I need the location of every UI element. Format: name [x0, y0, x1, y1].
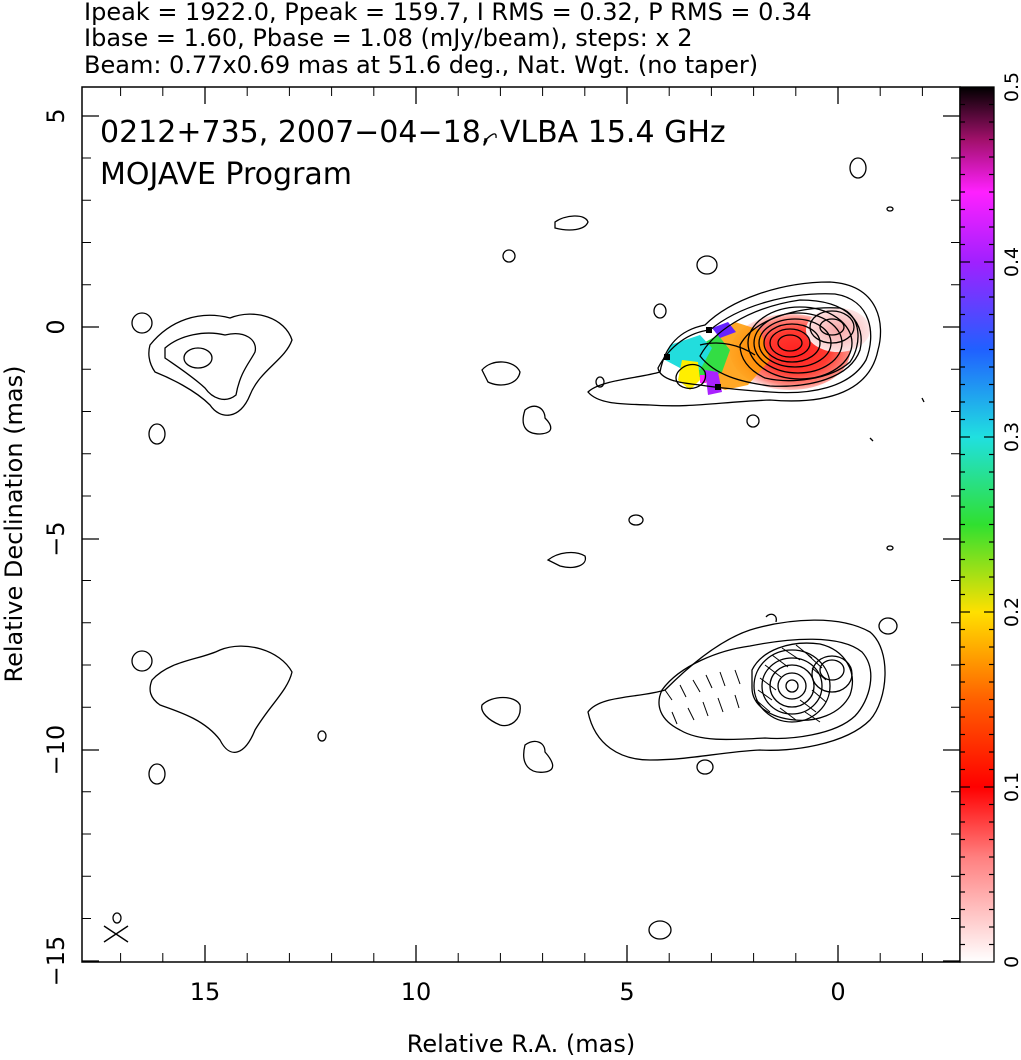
- beam-marker: [103, 925, 129, 943]
- header-line-1: Ipeak = 1922.0, Ppeak = 159.7, I RMS = 0…: [84, 0, 812, 26]
- x-tick-label: 10: [401, 978, 432, 1006]
- plot-frame: [81, 86, 961, 963]
- colorbar-tick-label: 0.2: [1001, 597, 1021, 627]
- x-tick-label: 5: [619, 978, 634, 1006]
- axis-ticks: [82, 87, 960, 962]
- y-tick-label: 0: [42, 319, 70, 334]
- axis-minor-ticks: [82, 87, 960, 962]
- x-tick-label: 0: [830, 978, 845, 1006]
- y-tick-label: −15: [42, 936, 70, 987]
- colorbar-labels: 0 0.1 0.2 0.3 0.4 0.5: [1001, 72, 1021, 968]
- x-axis-label: Relative R.A. (mas): [407, 1030, 635, 1058]
- header-line-2: Ibase = 1.60, Pbase = 1.08 (mJy/beam), s…: [84, 24, 693, 52]
- colorbar-tick-label: 0.3: [1001, 422, 1021, 452]
- colorbar-tick-label: 0.1: [1001, 772, 1021, 802]
- noise-contours: [112, 133, 925, 940]
- colorbar-tick-label: 0: [1001, 956, 1021, 968]
- colorbar: [959, 86, 995, 963]
- y-axis-label: Relative Declination (mas): [0, 365, 28, 682]
- contours-lower-core: [587, 619, 886, 761]
- x-tick-label: 15: [190, 978, 221, 1006]
- y-tick-label: 5: [42, 108, 70, 123]
- header-line-3: Beam: 0.77x0.69 mas at 51.6 deg., Nat. W…: [84, 51, 759, 79]
- polarization-vectors: [664, 644, 827, 725]
- polarization-colormap: [664, 308, 870, 395]
- y-tick-label: −5: [42, 521, 70, 556]
- colorbar-tick-label: 0.5: [1001, 72, 1021, 102]
- colorbar-ticks: [960, 103, 994, 946]
- contours-upper-core: [587, 281, 882, 407]
- program-label: MOJAVE Program: [100, 157, 352, 192]
- source-label: 0212+735, 2007−04−18, VLBA 15.4 GHz: [100, 115, 726, 150]
- y-tick-label: −10: [42, 725, 70, 776]
- colorbar-tick-label: 0.4: [1001, 247, 1021, 277]
